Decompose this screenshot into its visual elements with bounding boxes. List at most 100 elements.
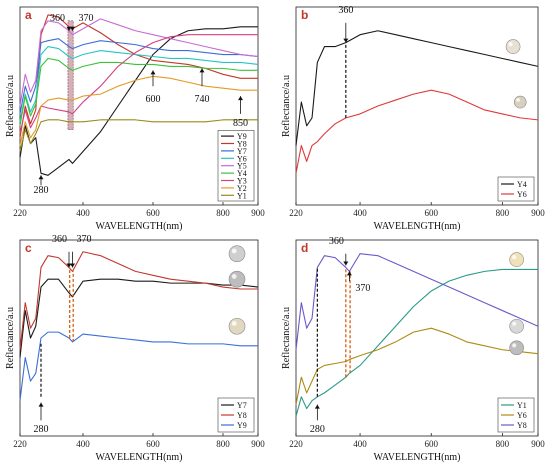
pearl-sample-image [228,245,246,263]
plot-frame [19,239,259,437]
pearl-sample-image [509,340,524,356]
annotation-arrowhead [66,26,72,31]
series-line-Y3 [19,34,258,134]
pearl-highlight [231,248,237,254]
x-tick-label: 800 [496,439,510,449]
series-line-Y2 [19,75,258,146]
annotation-arrowhead [314,404,320,409]
legend-box [497,176,535,202]
annotation-arrowhead [343,38,349,43]
x-tick-label: 800 [216,208,230,218]
annotation-label: 360 [338,5,353,16]
y-axis-title: Reflectance/a.u [281,75,292,137]
series-line-Y8 [295,253,539,350]
x-tick-label: 900 [531,208,545,218]
legend-entry: Y2 [237,184,247,193]
x-tick-label: 600 [146,208,160,218]
x-tick-label: 900 [251,208,265,218]
annotation-arrowhead [238,96,243,101]
x-tick-label: 400 [353,439,367,449]
pearl-sample-image [228,270,246,288]
legend-entry: Y6 [237,154,247,163]
annotation-arrowhead [346,271,352,276]
x-tick-label: 220 [289,208,303,218]
x-tick-label: 400 [76,439,90,449]
legend-entry: Y8 [237,140,247,149]
annotation-arrowhead [150,70,156,75]
pearl-highlight [512,343,517,348]
annotation-arrowhead [38,175,44,180]
legend-entry: Y6 [517,411,527,420]
annotation-label: 740 [195,94,210,105]
legend-entry: Y8 [237,411,247,420]
annotation-arrowhead [38,402,44,407]
series-line-Y7 [19,278,259,358]
series-line-Y5 [19,18,259,107]
series-line-Y8 [19,14,258,138]
pearl-highlight [512,255,517,260]
legend-entry: Y9 [237,132,247,141]
x-tick-label: 800 [216,439,230,449]
legend-entry: Y5 [237,162,247,171]
annotation-label: 280 [34,185,49,196]
x-tick-label: 600 [146,439,160,449]
plot-frame [295,6,539,206]
series-line-Y9 [19,331,258,401]
pearl-sample-image [228,317,246,335]
plot-frame [295,239,539,437]
legend-entry: Y1 [237,191,247,200]
annotation-label: 370 [355,283,370,294]
pearl-sample-image [513,95,527,109]
pearl-highlight [516,98,520,102]
panel-b: b 220 400 600 800 900 WAVELENGTH(nm) Reflectanc… [281,5,545,232]
annotation-label: 360 [50,13,65,24]
x-tick-label: 900 [531,439,545,449]
y-axis-title: Reflectance/a.u [5,307,16,369]
panel-a: a 220 400 600 800 900 WAVELENGTH(nm) Reflectanc… [5,6,265,232]
legend-entry: Y8 [517,421,527,430]
series-line-Y8 [19,251,258,350]
x-tick-label: 220 [289,439,303,449]
pearl-sample-image [509,252,524,267]
pearl-highlight [231,274,237,279]
panel-c: c 220 400 600 800 900 WAVELENGTH(nm) Reflectanc… [5,234,265,463]
series-line-Y9 [19,26,258,176]
legend-entry: Y4 [517,180,527,189]
highlight-band [67,20,74,131]
x-axis-title: WAVELENGTH(nm) [95,452,182,463]
series-line-Y6 [295,327,539,405]
x-axis-title: WAVELENGTH(nm) [373,452,460,463]
annotation-label: 360 [52,234,67,245]
y-axis-title: Reflectance/a.u [281,307,292,369]
annotation-label: 360 [329,236,344,247]
x-axis-title: WAVELENGTH(nm) [373,221,460,232]
annotation-arrowhead [343,261,349,266]
x-tick-label: 220 [13,208,27,218]
x-tick-label: 800 [496,208,510,218]
annotation-arrowhead [70,263,75,268]
x-tick-label: 220 [13,439,27,449]
pearl-sample-image [505,39,521,54]
annotation-label: 600 [146,94,161,105]
series-line-Y1 [19,119,258,152]
legend-entry: Y9 [237,421,247,430]
annotation-label: 370 [77,234,92,245]
x-axis-title: WAVELENGTH(nm) [95,221,182,232]
annotation-arrowhead [66,263,72,268]
panel-d: d 220 400 600 800 900 WAVELENGTH(nm) Reflectanc… [281,236,545,463]
y-axis-title: Reflectance/a.u [5,75,16,137]
series-line-Y6 [295,89,539,174]
annotation-label: 370 [79,13,94,24]
panel-label: d [301,241,308,255]
series-line-Y4 [295,30,539,146]
annotation-arrowhead [199,68,205,73]
pearl-highlight [512,321,517,326]
pearl-highlight [508,42,513,47]
pearl-sample-image [509,318,524,334]
x-tick-label: 400 [76,208,90,218]
annotation-label: 280 [34,424,49,435]
